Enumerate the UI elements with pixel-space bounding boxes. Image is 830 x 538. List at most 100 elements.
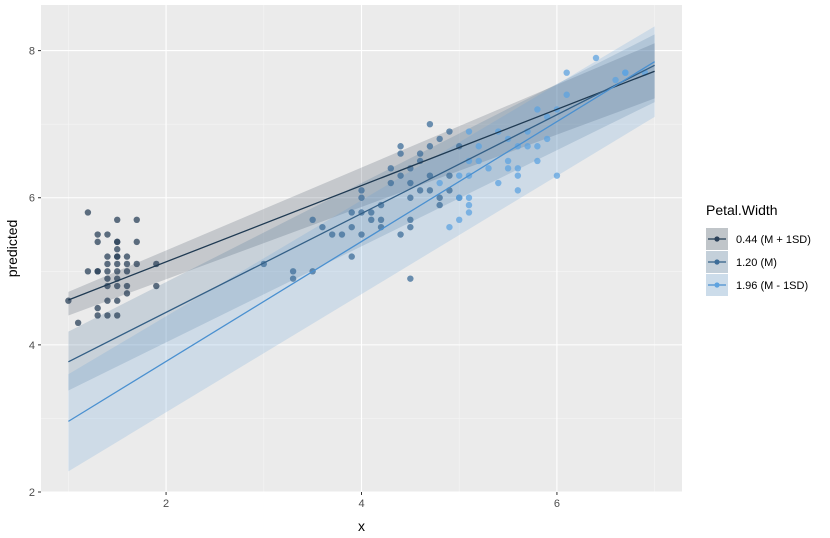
data-point bbox=[368, 216, 375, 224]
data-point bbox=[123, 260, 131, 268]
data-point bbox=[612, 76, 619, 84]
data-point bbox=[436, 135, 443, 143]
regression-line-series-2 bbox=[68, 61, 655, 422]
data-point bbox=[456, 216, 463, 224]
data-point bbox=[543, 135, 551, 143]
data-point bbox=[407, 179, 414, 187]
ribbon-series-0 bbox=[68, 43, 655, 316]
data-point bbox=[153, 282, 160, 290]
data-point bbox=[563, 69, 570, 76]
legend-key-point bbox=[714, 259, 720, 265]
data-point bbox=[114, 312, 121, 319]
data-point bbox=[338, 231, 346, 238]
data-point bbox=[289, 275, 297, 282]
y-tick-label: 6 bbox=[29, 193, 35, 205]
y-tick-label: 2 bbox=[29, 487, 35, 499]
regression-line-series-0 bbox=[68, 70, 655, 301]
legend-key-point bbox=[714, 236, 720, 242]
legend-key-point bbox=[714, 282, 720, 288]
data-point bbox=[358, 187, 365, 194]
x-tick-label: 4 bbox=[358, 498, 364, 510]
data-point bbox=[84, 209, 92, 216]
data-point bbox=[407, 216, 414, 224]
data-point bbox=[104, 260, 111, 268]
regression-lines bbox=[68, 61, 655, 422]
data-point bbox=[114, 297, 121, 304]
data-point bbox=[358, 194, 365, 201]
data-point bbox=[348, 209, 355, 216]
data-point bbox=[475, 157, 482, 165]
data-point bbox=[348, 223, 355, 231]
legend-label: 1.96 (M - 1SD) bbox=[736, 280, 808, 292]
data-point bbox=[348, 253, 355, 260]
data-point bbox=[426, 143, 434, 150]
data-point bbox=[123, 268, 131, 275]
data-point bbox=[104, 312, 111, 319]
scatter-points bbox=[65, 54, 649, 327]
data-point bbox=[436, 201, 443, 209]
data-point bbox=[504, 157, 512, 165]
data-point bbox=[114, 282, 121, 290]
data-point bbox=[465, 201, 473, 209]
data-point bbox=[534, 157, 541, 165]
legend-label: 0.44 (M + 1SD) bbox=[736, 234, 811, 246]
data-point bbox=[514, 187, 522, 194]
data-point bbox=[407, 275, 414, 282]
data-point bbox=[114, 216, 121, 224]
data-point bbox=[465, 194, 473, 201]
data-point bbox=[104, 297, 111, 304]
data-point bbox=[94, 238, 101, 246]
data-point bbox=[446, 223, 453, 231]
data-point bbox=[104, 231, 111, 238]
data-point bbox=[524, 143, 531, 150]
data-point bbox=[456, 194, 463, 201]
data-point bbox=[397, 143, 404, 150]
data-point bbox=[74, 319, 82, 327]
data-point bbox=[446, 172, 453, 179]
data-point bbox=[456, 172, 463, 179]
data-point bbox=[426, 172, 434, 179]
data-point bbox=[592, 54, 600, 62]
data-point bbox=[94, 312, 101, 319]
data-point bbox=[123, 253, 131, 260]
data-point bbox=[358, 231, 365, 238]
data-point bbox=[94, 231, 101, 238]
legend-label: 1.20 (M) bbox=[736, 257, 777, 269]
legend-title: Petal.Width bbox=[706, 202, 778, 218]
data-point bbox=[446, 128, 453, 135]
data-point bbox=[534, 143, 541, 150]
data-point bbox=[104, 268, 111, 275]
data-point bbox=[133, 238, 140, 246]
data-point bbox=[563, 91, 570, 98]
data-point bbox=[407, 223, 414, 231]
y-tick-label: 8 bbox=[29, 46, 35, 58]
data-point bbox=[485, 165, 492, 172]
data-point bbox=[514, 172, 522, 179]
data-point bbox=[387, 165, 395, 172]
data-point bbox=[328, 231, 336, 238]
data-point bbox=[426, 187, 434, 194]
data-point bbox=[104, 253, 111, 260]
data-point bbox=[436, 194, 443, 201]
data-point bbox=[514, 165, 522, 172]
y-axis: 2 4 6 8 bbox=[29, 46, 41, 499]
data-point bbox=[368, 209, 375, 216]
data-point bbox=[319, 223, 326, 231]
data-point bbox=[495, 179, 502, 187]
x-axis-title: x bbox=[358, 518, 365, 534]
data-point bbox=[114, 238, 121, 246]
data-point bbox=[553, 172, 561, 179]
data-point bbox=[94, 304, 101, 312]
data-point bbox=[397, 172, 404, 179]
data-point bbox=[84, 268, 92, 275]
data-point bbox=[123, 282, 131, 290]
data-point bbox=[475, 143, 482, 150]
data-point bbox=[133, 260, 140, 268]
data-point bbox=[397, 150, 404, 157]
data-point bbox=[309, 216, 316, 224]
data-point bbox=[504, 165, 512, 172]
regression-line-series-1 bbox=[68, 64, 655, 363]
data-point bbox=[94, 268, 101, 275]
data-point bbox=[622, 69, 629, 76]
